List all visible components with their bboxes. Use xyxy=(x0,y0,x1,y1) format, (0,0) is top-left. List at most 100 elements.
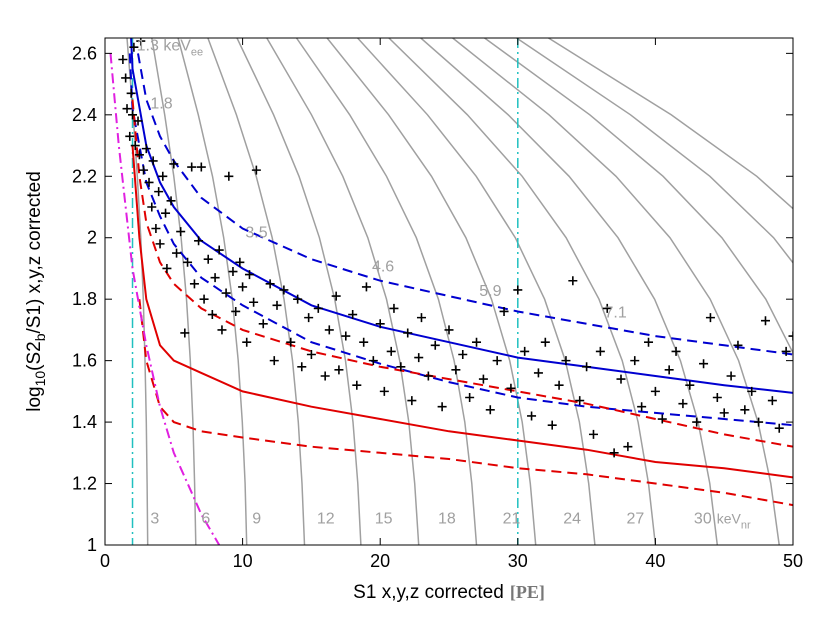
event-marker xyxy=(228,267,238,277)
event-marker xyxy=(533,368,543,378)
event-marker xyxy=(575,396,585,406)
event-marker xyxy=(238,282,248,292)
event-marker xyxy=(499,306,509,316)
energy-label: 18 xyxy=(438,510,456,527)
event-marker xyxy=(251,165,261,175)
x-tick-label: 30 xyxy=(508,551,528,571)
x-tick-label: 0 xyxy=(100,551,110,571)
event-marker xyxy=(194,236,204,246)
band-curve xyxy=(138,299,793,507)
event-marker xyxy=(478,374,488,384)
energy-value: 30 xyxy=(694,510,712,527)
energy-value: 24 xyxy=(563,510,581,527)
event-marker xyxy=(244,270,254,280)
event-marker xyxy=(733,340,743,350)
event-marker xyxy=(265,279,275,289)
event-marker xyxy=(781,346,791,356)
event-marker xyxy=(126,88,136,98)
event-marker xyxy=(203,254,213,264)
event-marker xyxy=(671,346,681,356)
event-marker xyxy=(492,356,502,366)
x-axis-unit: [PE] xyxy=(510,582,545,602)
event-marker xyxy=(293,294,303,304)
contour-line xyxy=(516,38,793,264)
band-curve xyxy=(130,38,793,394)
event-marker xyxy=(151,224,161,234)
event-marker xyxy=(375,319,385,329)
band-curve xyxy=(131,145,793,479)
event-marker xyxy=(272,300,282,310)
event-marker xyxy=(196,162,206,172)
event-marker xyxy=(341,331,351,341)
y-tick-label: 1 xyxy=(87,535,97,555)
event-marker xyxy=(269,356,279,366)
energy-value: 15 xyxy=(375,510,393,527)
event-marker xyxy=(128,110,138,120)
contour-line xyxy=(326,38,537,545)
energy-unit-sub: nr xyxy=(741,519,751,531)
event-marker xyxy=(630,356,640,366)
event-marker xyxy=(258,319,268,329)
x-axis-title: S1 x,y,z corrected xyxy=(353,582,504,603)
event-marker xyxy=(513,285,523,295)
event-marker xyxy=(416,313,426,323)
energy-value: 27 xyxy=(627,510,645,527)
event-marker xyxy=(334,365,344,375)
energy-value: 18 xyxy=(438,510,456,527)
energy-value: 9 xyxy=(252,510,261,527)
event-marker xyxy=(678,399,688,409)
event-marker xyxy=(148,156,158,166)
event-marker xyxy=(788,331,793,341)
energy-value: 21 xyxy=(503,510,521,527)
y-axis-label-part: log xyxy=(24,386,45,411)
band-curve xyxy=(137,53,793,356)
event-marker xyxy=(520,346,530,356)
event-marker xyxy=(712,393,722,403)
event-marker xyxy=(348,310,358,320)
event-marker xyxy=(699,359,709,369)
event-marker xyxy=(527,411,537,421)
event-marker xyxy=(472,337,482,347)
event-marker xyxy=(214,245,224,255)
event-marker xyxy=(235,257,245,267)
energy-label: 15 xyxy=(375,510,393,527)
event-marker xyxy=(644,337,654,347)
energy-label: 7.1 xyxy=(604,305,626,322)
axes-frame xyxy=(104,37,794,546)
contour-line xyxy=(357,38,596,545)
event-marker xyxy=(540,337,550,347)
contour-line xyxy=(420,38,719,545)
energy-value: 4.6 xyxy=(372,259,394,276)
y-axis-label-part: /S1) x,y,z corrected xyxy=(24,171,45,333)
energy-value: 1.3 keV xyxy=(137,37,192,54)
energy-value: 6 xyxy=(201,510,210,527)
energy-value: 12 xyxy=(317,510,335,527)
energy-label: 27 xyxy=(627,510,645,527)
event-marker xyxy=(304,313,314,323)
y-axis-label-part: 10 xyxy=(32,371,48,387)
event-marker xyxy=(616,374,626,384)
event-marker xyxy=(582,362,592,372)
event-marker xyxy=(726,371,736,381)
event-marker xyxy=(767,396,777,406)
event-marker xyxy=(602,303,612,313)
event-marker xyxy=(207,310,217,320)
energy-label: 1.3 keVee xyxy=(137,37,204,58)
event-marker xyxy=(133,116,143,126)
energy-label: 3.5 xyxy=(245,225,267,242)
event-marker xyxy=(176,227,186,237)
contour-line xyxy=(236,38,362,545)
energy-label: 1.8 xyxy=(150,96,172,113)
y-tick-label: 2 xyxy=(87,228,97,248)
event-marker xyxy=(705,313,715,323)
event-marker xyxy=(692,417,702,427)
energy-label: 21 xyxy=(503,510,521,527)
event-marker xyxy=(379,386,389,396)
event-marker xyxy=(595,346,605,356)
event-marker xyxy=(162,263,172,273)
event-marker xyxy=(242,337,252,347)
energy-label: 6 xyxy=(201,510,210,527)
contour-line xyxy=(484,38,793,355)
contour-line xyxy=(207,38,306,545)
